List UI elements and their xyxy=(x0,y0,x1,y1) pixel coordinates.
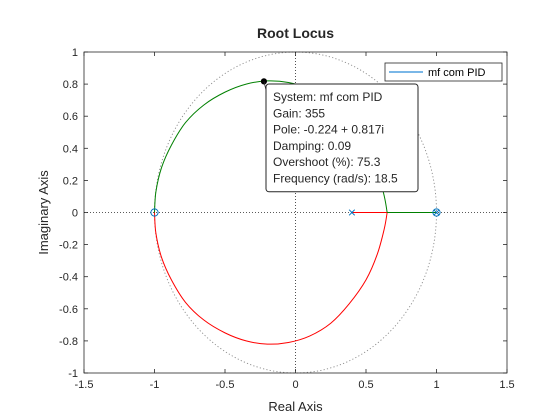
datatip-line: Pole: -0.224 + 0.817i xyxy=(273,123,384,137)
y-tick-label: 1 xyxy=(72,47,78,59)
x-tick-label: 1.5 xyxy=(499,379,514,391)
x-tick-label: 0 xyxy=(292,379,298,391)
axis-ticks: -1.5 -1 -0.5 0 0.5 1 1.5-1-0.8-0.6-0.4-0.200.2… xyxy=(59,47,515,391)
y-tick-label: 0.8 xyxy=(63,79,78,91)
zero-marker-1 xyxy=(150,208,159,217)
datatip-line: Damping: 0.09 xyxy=(273,139,351,153)
x-tick-label: -1 xyxy=(150,379,160,391)
x-tick-label: -1.5 xyxy=(75,379,94,391)
y-tick-label: 0.6 xyxy=(63,111,78,123)
datatip[interactable]: System: mf com PID Gain: 355 Pole: -0.224 … xyxy=(263,81,419,193)
legend[interactable]: mf com PID xyxy=(384,62,503,82)
zero-marker-2 xyxy=(432,208,441,217)
datatip-line: System: mf com PID xyxy=(273,90,383,104)
legend-box xyxy=(384,62,503,82)
locus-branch-2 xyxy=(154,212,388,345)
y-tick-label: -0.2 xyxy=(59,240,78,252)
y-tick-label: -0.4 xyxy=(59,272,78,284)
pole-marker-stroke xyxy=(433,209,440,216)
x-axis-title: Real Axis xyxy=(268,399,323,414)
pole-marker-1 xyxy=(348,209,356,216)
datatip-line: Gain: 355 xyxy=(273,106,325,120)
y-tick-label: -0.8 xyxy=(59,336,78,348)
legend-label: mf com PID xyxy=(428,67,486,79)
datatip-lines: System: mf com PID Gain: 355 Pole: -0.224 … xyxy=(273,90,398,186)
pole-marker-2 xyxy=(433,209,440,216)
pole-marker-stroke xyxy=(348,209,356,216)
chart-title: Root Locus xyxy=(257,25,334,41)
datatip-line: Frequency (rad/s): 18.5 xyxy=(273,172,398,186)
y-tick-label: 0.4 xyxy=(63,143,78,155)
y-tick-label: -0.6 xyxy=(59,304,78,316)
x-tick-label: 0.5 xyxy=(358,379,373,391)
x-tick-label: -0.5 xyxy=(216,379,235,391)
y-tick-label: 0 xyxy=(72,208,78,220)
y-axis-title: Imaginary Axis xyxy=(36,170,51,255)
y-tick-label: 0.2 xyxy=(63,175,78,187)
x-tick-label: 1 xyxy=(433,379,439,391)
pole-zero-markers xyxy=(150,78,441,217)
datatip-line: Overshoot (%): 75.3 xyxy=(273,155,381,169)
datatip-box xyxy=(265,83,419,193)
y-tick-label: -1 xyxy=(68,368,78,380)
